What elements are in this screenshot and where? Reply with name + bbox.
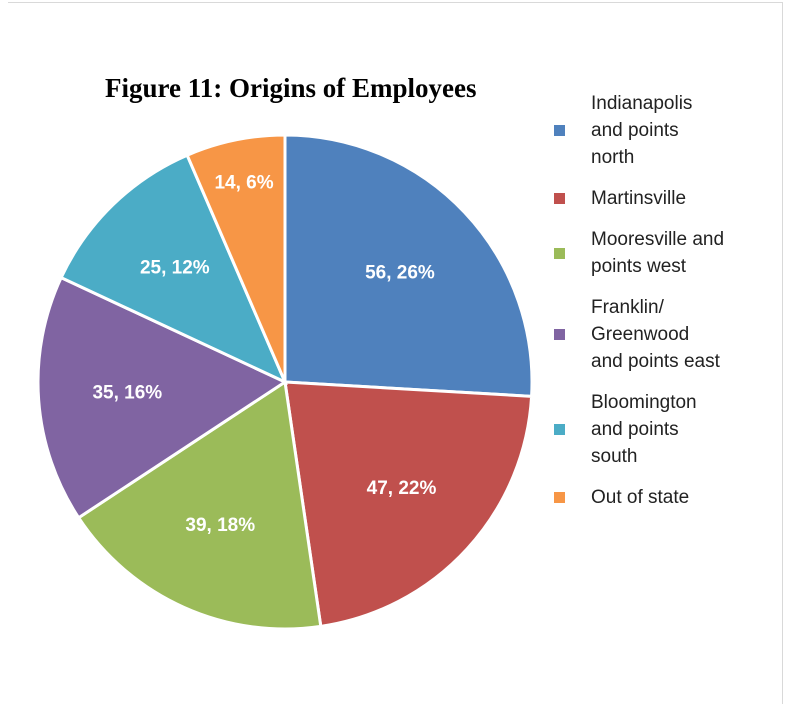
legend-label: Out of state bbox=[591, 487, 690, 508]
slice-label: 47, 22% bbox=[367, 478, 437, 499]
legend-item: Martinsville bbox=[554, 185, 754, 212]
legend-swatch bbox=[554, 247, 565, 259]
legend: Indianapolis and points north Martinsvill… bbox=[554, 90, 754, 525]
pie-slice bbox=[185, 133, 287, 383]
pie-slice bbox=[283, 133, 534, 398]
legend-item: Franklin/ Greenwood and points east bbox=[554, 294, 754, 375]
slice-label: 35, 16% bbox=[92, 383, 162, 404]
slice-label: 14, 6% bbox=[214, 173, 273, 194]
legend-item: Mooresville and points west bbox=[554, 226, 754, 280]
slice-label: 56, 26% bbox=[365, 263, 435, 284]
legend-item: Out of state bbox=[554, 484, 754, 511]
legend-item: Indianapolis and points north bbox=[554, 90, 754, 171]
legend-label: Indianapolis and points north bbox=[591, 93, 693, 168]
legend-swatch bbox=[554, 424, 565, 435]
legend-swatch bbox=[554, 125, 565, 136]
legend-item: Bloomington and points south bbox=[554, 389, 754, 470]
slice-label: 25, 12% bbox=[140, 258, 210, 279]
pie-slice bbox=[76, 379, 323, 631]
pie-slice bbox=[59, 153, 288, 386]
pie-slice bbox=[283, 380, 534, 629]
legend-label: Martinsville bbox=[591, 188, 687, 209]
legend-swatch bbox=[554, 193, 565, 204]
slice-label: 39, 18% bbox=[185, 515, 255, 536]
legend-label: Bloomington and points south bbox=[591, 392, 697, 467]
legend-swatch bbox=[554, 492, 565, 503]
legend-label: Mooresville and points west bbox=[591, 229, 725, 277]
legend-label: Franklin/ Greenwood and points east bbox=[591, 297, 720, 372]
frame bbox=[8, 2, 783, 704]
pie-slice bbox=[36, 275, 289, 520]
legend-swatch bbox=[554, 329, 565, 340]
chart-title: Figure 11: Origins of Employees bbox=[105, 73, 477, 103]
